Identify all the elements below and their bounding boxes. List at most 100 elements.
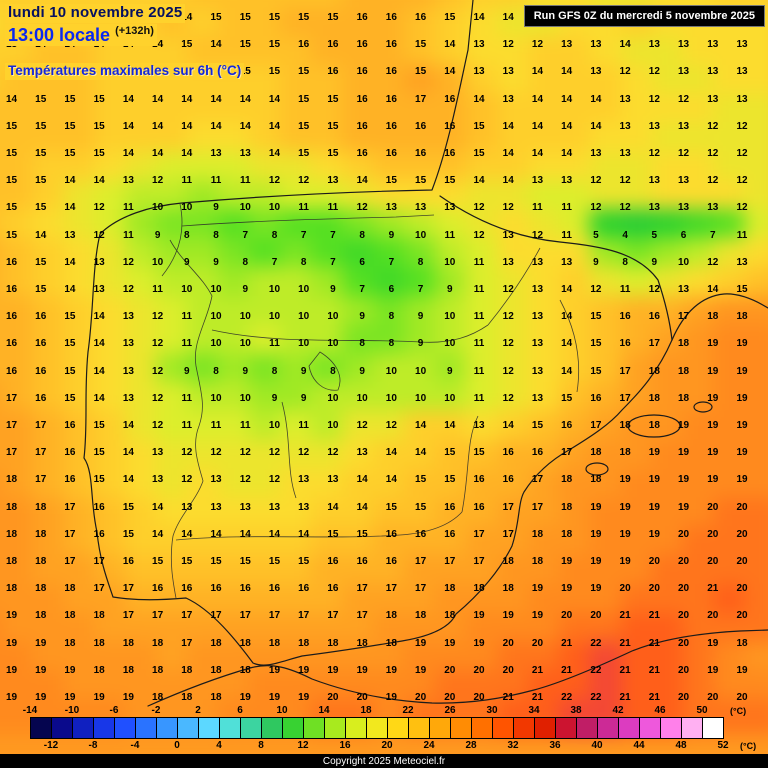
legend-tick: 32 [507,740,519,751]
temp-value: 18 [327,637,339,649]
temp-value: 14 [561,338,573,350]
legend-tick: 14 [318,705,330,716]
temp-value: 18 [239,664,251,676]
temp-value: 19 [736,664,748,676]
temp-value: 13 [707,93,719,105]
temp-value: 14 [590,120,602,132]
temp-value: 21 [648,692,660,703]
temp-value: 15 [327,120,339,132]
temp-value: 15 [590,365,602,377]
temp-value: 14 [122,474,134,486]
temp-value: 14 [152,120,164,132]
temp-value: 15 [415,66,427,78]
temp-value: 18 [648,365,660,377]
temp-value: 10 [268,202,281,214]
temp-value: 15 [5,175,18,187]
temp-value: 17 [415,583,427,595]
temp-value: 17 [152,610,164,622]
legend-segment [556,718,577,738]
date-label: lundi 10 novembre 2025 [5,4,186,23]
temp-value: 10 [268,311,281,323]
temp-value: 21 [502,692,514,703]
temp-value: 17 [122,610,134,622]
legend-segment [115,718,136,738]
temp-value: 10 [415,392,427,404]
temp-value: 15 [298,93,310,105]
temp-value: 12 [239,474,251,486]
temp-value: 7 [271,256,278,268]
temp-value: 14 [444,420,456,431]
temp-value: 13 [736,39,748,51]
temp-value: 20 [473,664,485,676]
temp-value: 13 [473,420,485,431]
map-subtitle: Températures maximales sur 6h (°C) [5,63,245,81]
legend-tick: -12 [43,740,59,751]
temp-value: 14 [473,12,485,23]
temp-value: 16 [385,12,397,23]
temp-value: 12 [181,474,193,486]
temp-value: 15 [64,120,76,132]
temp-value: 16 [5,338,18,350]
temp-value: 16 [385,93,397,105]
temp-value: 15 [473,447,485,459]
legend-segment [325,718,346,738]
temp-value: 10 [356,392,368,404]
temp-value: 15 [122,501,134,513]
temp-value: 16 [5,256,18,268]
temp-value: 18 [93,610,105,622]
temp-value: 19 [5,692,18,703]
legend-segment [199,718,220,738]
temp-value: 13 [648,39,660,51]
temp-value: 16 [385,120,397,132]
temp-value: 11 [532,202,543,214]
temp-value: 13 [152,447,164,459]
temp-value: 15 [35,148,47,159]
temp-value: 19 [707,447,719,459]
temp-value: 8 [213,229,219,241]
temp-value: 16 [385,39,397,51]
temp-value: 12 [736,175,748,187]
temp-value: 14 [181,528,193,540]
temp-value: 12 [648,284,660,295]
temp-value: 11 [473,392,485,404]
temp-value: 8 [622,256,628,268]
temp-value: 18 [502,583,514,595]
temp-value: 15 [93,93,105,105]
temp-value: 17 [415,93,427,105]
temp-value: 12 [619,66,631,78]
temp-value: 17 [619,392,631,404]
temp-value: 16 [356,120,368,132]
temp-value: 8 [184,229,190,241]
temp-value: 15 [35,93,47,105]
legend-segment [472,718,493,738]
temp-value: 16 [64,474,76,486]
temp-value: 15 [181,556,193,567]
legend-unit-top: (°C) [730,706,747,716]
temp-value: 20 [677,664,690,676]
temp-value: 17 [64,501,76,513]
legend-segment [31,718,52,738]
temp-value: 11 [181,420,193,431]
temp-value: 13 [677,39,690,51]
temp-value: 14 [444,39,456,51]
temp-value: 12 [210,447,222,459]
temp-value: 17 [64,556,76,567]
temp-value: 18 [181,692,193,703]
legend-tick: 10 [276,705,288,716]
legend-segment [304,718,325,738]
legend-tick: 4 [216,740,222,751]
temp-value: 15 [122,528,134,540]
temp-value: 10 [385,392,397,404]
temp-value: 18 [356,637,368,649]
legend-segment [514,718,535,738]
temp-value: 15 [298,66,310,78]
temp-value: 18 [648,420,660,431]
temp-value: 8 [271,365,278,377]
temp-value: 13 [707,66,719,78]
temp-value: 15 [5,229,18,241]
temp-value: 16 [648,311,660,323]
temp-value: 19 [385,664,397,676]
legend-segment [388,718,409,738]
temp-value: 20 [736,610,748,622]
temp-value: 16 [356,148,368,159]
